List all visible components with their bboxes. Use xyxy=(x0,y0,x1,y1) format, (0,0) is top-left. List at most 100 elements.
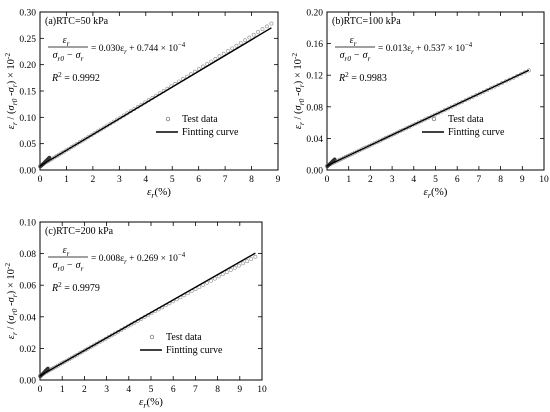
fitting-curve-line xyxy=(39,252,256,377)
r-squared-label: R2 = 0.9992 xyxy=(51,71,100,84)
legend-scatter-label: Test data xyxy=(448,114,484,125)
test-data-point xyxy=(69,145,74,150)
test-data-point xyxy=(228,268,233,272)
x-tick-label: 0 xyxy=(38,175,43,185)
x-tick-label: 4 xyxy=(411,175,416,185)
x-tick-label: 4 xyxy=(143,175,148,185)
x-tick-label: 2 xyxy=(91,175,96,185)
y-axis-label-text: εr / (σr0 -σr) × 10-2 xyxy=(3,53,19,130)
test-data-point xyxy=(243,38,247,43)
chart-panel-2: 0 1 2 3 4 5 6 7 8 9 10 0.00 0.02 0.04 0.06 0.08 0.10 εr(%… xyxy=(3,219,267,411)
equation-denominator: σr0 − σr xyxy=(340,50,371,63)
x-tick-label: 5 xyxy=(149,385,154,395)
x-axis-label: εr(%) xyxy=(424,186,448,200)
x-tick-label: 3 xyxy=(104,385,109,395)
x-tick-label: 1 xyxy=(64,175,69,185)
y-axis-label: εr / (σr0 -σr) × 10-2 xyxy=(3,53,19,130)
legend-scatter-marker xyxy=(165,116,171,122)
legend-scatter-marker xyxy=(149,334,155,340)
x-tick-label: 10 xyxy=(539,175,549,185)
test-data-point xyxy=(241,261,245,266)
x-tick-label: 9 xyxy=(237,385,242,395)
test-data-point xyxy=(51,366,56,370)
test-data-point xyxy=(234,43,239,48)
test-data-point xyxy=(245,259,249,264)
fitting-curve-line xyxy=(326,69,530,167)
y-tick-label: 0.30 xyxy=(19,9,36,19)
test-data-point xyxy=(333,157,337,161)
y-tick-label: 0.04 xyxy=(306,135,323,145)
equation-numerator: εr xyxy=(350,35,357,48)
r-squared-label: R2 = 0.9983 xyxy=(338,71,387,84)
x-tick-label: 3 xyxy=(117,175,122,185)
y-tick-label: 0.04 xyxy=(19,313,36,323)
y-tick-label: 0.08 xyxy=(19,250,36,260)
test-data-point xyxy=(247,35,252,40)
test-data-point xyxy=(46,366,50,370)
test-data-point xyxy=(269,21,274,26)
equation-rhs: = 0.008εr + 0.269 × 10−4 xyxy=(91,252,186,266)
y-axis-label: εr / (σr0 -σr) × 10-2 xyxy=(3,263,19,340)
test-data-point xyxy=(47,155,52,159)
legend-line-label: Fintting curve xyxy=(448,127,505,138)
x-tick-label: 8 xyxy=(249,175,254,185)
y-tick-label: 0.12 xyxy=(306,72,323,82)
y-tick-label: 0.15 xyxy=(19,88,36,98)
y-tick-label: 0.00 xyxy=(306,167,323,177)
x-tick-label: 6 xyxy=(196,175,201,185)
test-data-point xyxy=(236,263,241,268)
equation-numerator: εr xyxy=(63,245,70,258)
test-data-point xyxy=(256,30,261,34)
x-tick-label: 3 xyxy=(390,175,395,185)
equation-denominator: σr0 − σr xyxy=(53,50,84,63)
x-tick-label: 2 xyxy=(82,385,87,395)
y-tick-label: 0.25 xyxy=(19,35,36,45)
x-tick-label: 5 xyxy=(433,175,438,185)
x-tick-label: 1 xyxy=(60,385,65,395)
legend-scatter-marker xyxy=(431,116,437,122)
test-data-point xyxy=(220,272,225,277)
x-tick-label: 4 xyxy=(126,385,131,395)
test-data-point xyxy=(72,143,77,148)
x-tick-label: 7 xyxy=(223,175,228,185)
panel-label: (a)RTC=50 kPa xyxy=(45,16,109,27)
x-tick-label: 8 xyxy=(498,175,503,185)
x-tick-label: 6 xyxy=(455,175,460,185)
test-data-point xyxy=(249,257,254,261)
test-data-point xyxy=(238,41,243,45)
test-data-point xyxy=(230,46,235,51)
x-axis-label: εr(%) xyxy=(139,396,163,410)
panel-label: (c)RTC=200 kPa xyxy=(45,226,114,237)
equation-denominator: σr0 − σr xyxy=(53,260,84,273)
y-axis-label: εr / (σr0 -σr) × 10-2 xyxy=(290,53,306,130)
test-data-point xyxy=(49,367,54,372)
y-tick-label: 0.00 xyxy=(19,377,36,387)
x-tick-label: 7 xyxy=(193,385,198,395)
equation-rhs: = 0.013εr + 0.537 × 10−4 xyxy=(378,42,473,56)
test-data-point xyxy=(213,56,218,61)
fitting-curve-line xyxy=(39,27,272,167)
legend-line-label: Fintting curve xyxy=(182,127,239,138)
x-tick-label: 0 xyxy=(325,175,330,185)
plot-frame xyxy=(326,11,545,171)
chart-panel-1: 0 1 2 3 4 5 6 7 8 9 10 0.00 0.04 0.08 0.12 0.16 0.20 εr(%… xyxy=(290,9,549,201)
x-tick-label: 7 xyxy=(477,175,482,185)
r-squared-label: R2 = 0.9979 xyxy=(51,281,100,294)
test-data-point xyxy=(226,49,230,53)
test-data-point xyxy=(251,32,256,37)
test-data-point xyxy=(232,265,237,270)
legend-scatter-label: Test data xyxy=(166,332,202,343)
test-data-point xyxy=(75,141,79,146)
test-data-point xyxy=(221,51,226,56)
y-tick-label: 0.08 xyxy=(306,103,323,113)
test-data-point xyxy=(253,254,258,259)
test-data-point xyxy=(77,140,82,145)
x-tick-label: 2 xyxy=(368,175,373,185)
test-data-point xyxy=(224,270,229,275)
x-tick-label: 1 xyxy=(346,175,351,185)
equation-rhs: = 0.030εr + 0.744 × 10−4 xyxy=(91,42,186,56)
y-tick-label: 0.05 xyxy=(19,140,36,150)
legend-line-label: Fintting curve xyxy=(166,345,223,356)
y-tick-label: 0.20 xyxy=(19,61,36,71)
